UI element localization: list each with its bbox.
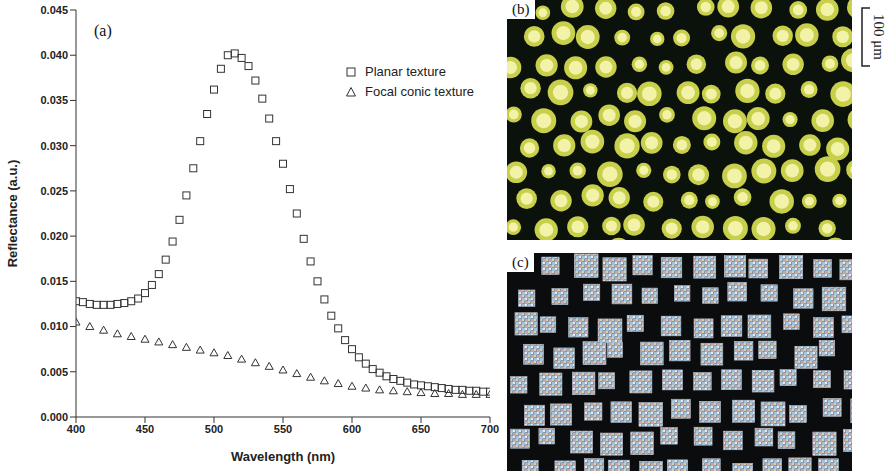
- html-text:100 μm: 100 μm: [870, 14, 887, 60]
- svg-text:Wavelength (nm): Wavelength (nm): [231, 449, 335, 464]
- html-text:(b): (b): [512, 1, 530, 17]
- svg-text:0.040: 0.040: [40, 49, 68, 61]
- html-text:Focal conic texture: Focal conic texture: [365, 84, 475, 99]
- svg-text:400: 400: [67, 423, 85, 435]
- svg-text:0.000: 0.000: [40, 411, 68, 423]
- svg-text:0.020: 0.020: [40, 230, 68, 242]
- html-text:(a): (a): [94, 22, 112, 39]
- svg-text:0.025: 0.025: [40, 185, 68, 197]
- svg-text:450: 450: [136, 423, 154, 435]
- svg-text:0.005: 0.005: [40, 366, 68, 378]
- svg-text:0.045: 0.045: [40, 4, 68, 16]
- svg-text:600: 600: [343, 423, 361, 435]
- html-text:Planar texture: Planar texture: [365, 64, 446, 79]
- svg-text:700: 700: [481, 423, 499, 435]
- svg-text:0.035: 0.035: [40, 94, 68, 106]
- svg-text:0.015: 0.015: [40, 275, 68, 287]
- svg-text:Reflectance (a.u.): Reflectance (a.u.): [5, 160, 20, 268]
- svg-text:500: 500: [205, 423, 223, 435]
- svg-text:0.010: 0.010: [40, 320, 68, 332]
- html-text:(c): (c): [512, 254, 529, 270]
- svg-text:650: 650: [412, 423, 430, 435]
- svg-text:550: 550: [274, 423, 292, 435]
- svg-text:0.030: 0.030: [40, 140, 68, 152]
